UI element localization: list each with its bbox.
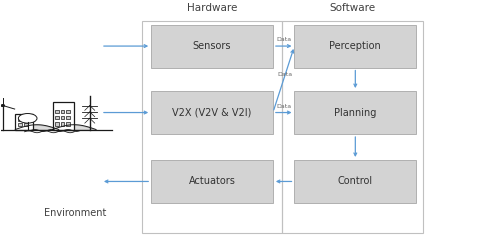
Text: Data: Data bbox=[276, 104, 291, 109]
Bar bbox=[24, 123, 28, 126]
Text: Hardware: Hardware bbox=[187, 3, 237, 13]
Bar bbox=[53, 102, 74, 129]
Bar bbox=[151, 160, 273, 203]
Bar bbox=[60, 123, 64, 126]
Text: Data: Data bbox=[276, 37, 291, 42]
Bar bbox=[18, 118, 22, 121]
Text: Environment: Environment bbox=[44, 208, 106, 218]
Bar bbox=[24, 118, 28, 121]
Bar bbox=[55, 110, 59, 113]
Bar bbox=[60, 110, 64, 113]
Bar bbox=[60, 116, 64, 119]
Circle shape bbox=[18, 114, 37, 123]
Bar bbox=[66, 110, 70, 113]
Bar bbox=[151, 91, 273, 134]
Text: Data: Data bbox=[278, 72, 293, 77]
Bar bbox=[295, 25, 416, 68]
Text: Actuators: Actuators bbox=[189, 177, 236, 186]
Text: V2X (V2V & V2I): V2X (V2V & V2I) bbox=[172, 108, 252, 118]
Bar bbox=[55, 116, 59, 119]
Text: Planning: Planning bbox=[334, 108, 376, 118]
Text: Control: Control bbox=[338, 177, 373, 186]
Circle shape bbox=[1, 105, 4, 106]
Bar bbox=[15, 114, 33, 129]
Text: Software: Software bbox=[330, 3, 376, 13]
Bar bbox=[283, 21, 423, 233]
Bar bbox=[66, 123, 70, 126]
Text: Perception: Perception bbox=[330, 41, 381, 51]
Bar bbox=[295, 91, 416, 134]
Bar bbox=[55, 123, 59, 126]
Bar bbox=[151, 25, 273, 68]
Text: Sensors: Sensors bbox=[193, 41, 231, 51]
Bar bbox=[295, 160, 416, 203]
Bar bbox=[66, 116, 70, 119]
Bar bbox=[18, 123, 22, 126]
Bar bbox=[142, 21, 283, 233]
